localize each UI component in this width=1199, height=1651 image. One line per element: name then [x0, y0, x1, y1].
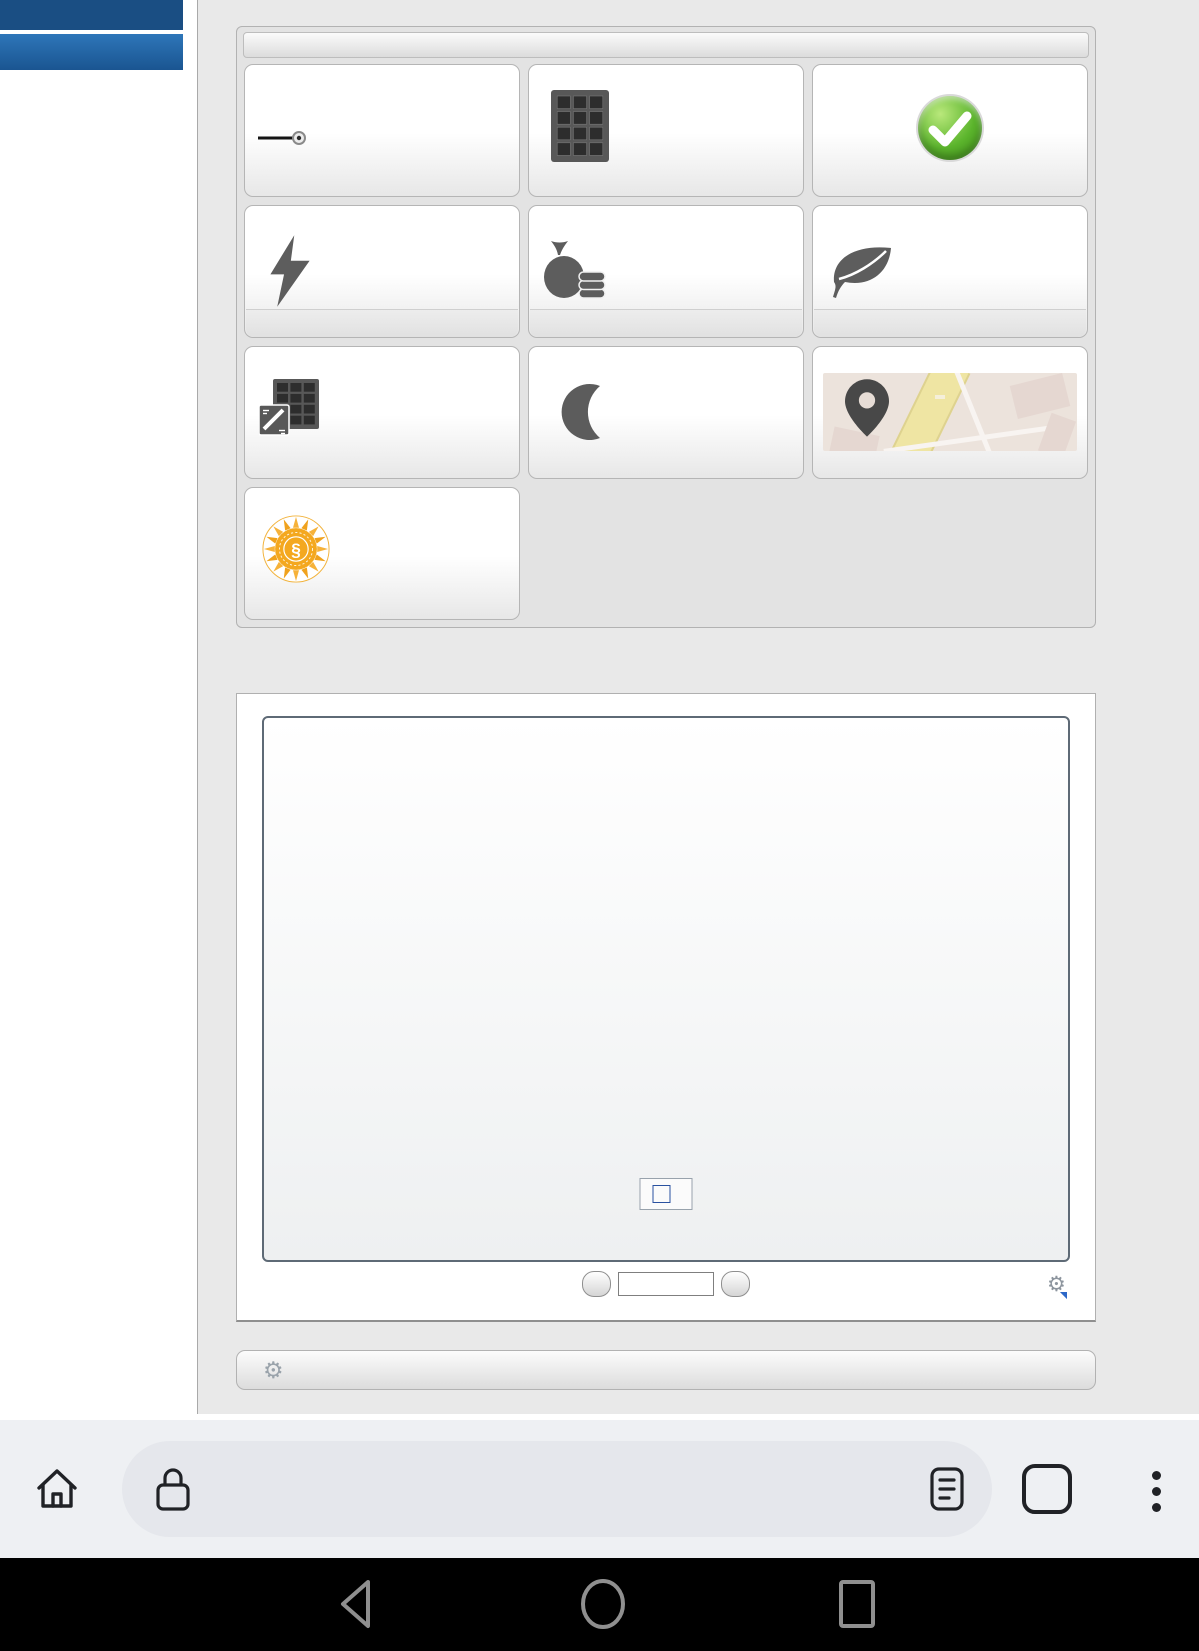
chart-container	[262, 716, 1070, 1262]
chart-legend	[640, 1178, 693, 1210]
url-text-container	[218, 1441, 918, 1537]
anlagendaten-panel: §	[236, 26, 1096, 628]
co2-total	[814, 309, 1086, 337]
card-grid: §	[237, 62, 1095, 628]
home-icon[interactable]	[34, 1466, 80, 1512]
plant-info-icon	[259, 379, 321, 439]
anlagendaten-header[interactable]	[243, 32, 1089, 58]
card-anlagenstatus	[812, 64, 1088, 197]
status-ok-icon	[918, 96, 982, 160]
pv-energy-total	[246, 309, 518, 337]
card-standort	[812, 346, 1088, 479]
card-pv-energie	[244, 205, 520, 338]
chart-settings-button[interactable]	[1047, 1272, 1071, 1296]
card-wetter	[528, 346, 804, 479]
browser-toolbar	[0, 1420, 1199, 1558]
remuneration-total	[530, 309, 802, 337]
gauge-icon	[253, 92, 343, 160]
solar-panel-icon	[551, 90, 609, 162]
card-verguetung	[528, 205, 804, 338]
sidebar-plant-title[interactable]	[0, 0, 183, 30]
address-bar[interactable]	[122, 1441, 992, 1537]
tab-counter-button[interactable]	[1022, 1464, 1072, 1514]
menu-dot	[1152, 1503, 1161, 1512]
card-pv-leistung	[244, 64, 520, 197]
money-bag-icon	[543, 241, 607, 301]
checkmark-icon	[918, 96, 982, 160]
konfiguration-bar[interactable]	[236, 1350, 1096, 1390]
legend-swatch-leistung	[653, 1185, 671, 1203]
gear-icon	[263, 1357, 284, 1384]
android-back-button[interactable]	[336, 1579, 386, 1629]
lightning-icon	[267, 235, 313, 307]
card-co2	[812, 205, 1088, 338]
reader-mode-icon[interactable]	[930, 1467, 964, 1511]
map-pin-icon	[845, 379, 889, 437]
location-address	[935, 395, 945, 399]
solarcoin-icon: §	[261, 514, 331, 584]
card-verbrauch	[528, 64, 804, 197]
android-recents-button[interactable]	[832, 1579, 882, 1629]
android-home-button[interactable]	[578, 1579, 628, 1629]
moon-icon	[557, 383, 615, 441]
leaf-icon	[829, 242, 893, 300]
chart-canvas	[264, 740, 1068, 1172]
date-input[interactable]	[618, 1272, 714, 1296]
url-fade	[828, 1441, 918, 1537]
sidebar	[0, 0, 183, 70]
card-solarcoin: §	[244, 487, 520, 620]
location-map	[823, 373, 1077, 451]
map-block	[1010, 373, 1071, 419]
next-day-button[interactable]	[721, 1271, 750, 1297]
previous-day-button[interactable]	[582, 1271, 611, 1297]
map-block	[1038, 413, 1076, 451]
card-anlageninformationen	[244, 346, 520, 479]
chart-panel	[236, 693, 1096, 1322]
sidebar-item-konfiguration[interactable]	[0, 34, 183, 70]
menu-dot	[1152, 1471, 1161, 1480]
svg-text:§: §	[291, 539, 301, 559]
menu-dot	[1152, 1487, 1161, 1496]
date-navigation	[237, 1271, 1095, 1297]
android-navbar	[0, 1558, 1199, 1651]
overflow-menu-button[interactable]	[1152, 1464, 1161, 1519]
lock-icon	[156, 1466, 190, 1512]
